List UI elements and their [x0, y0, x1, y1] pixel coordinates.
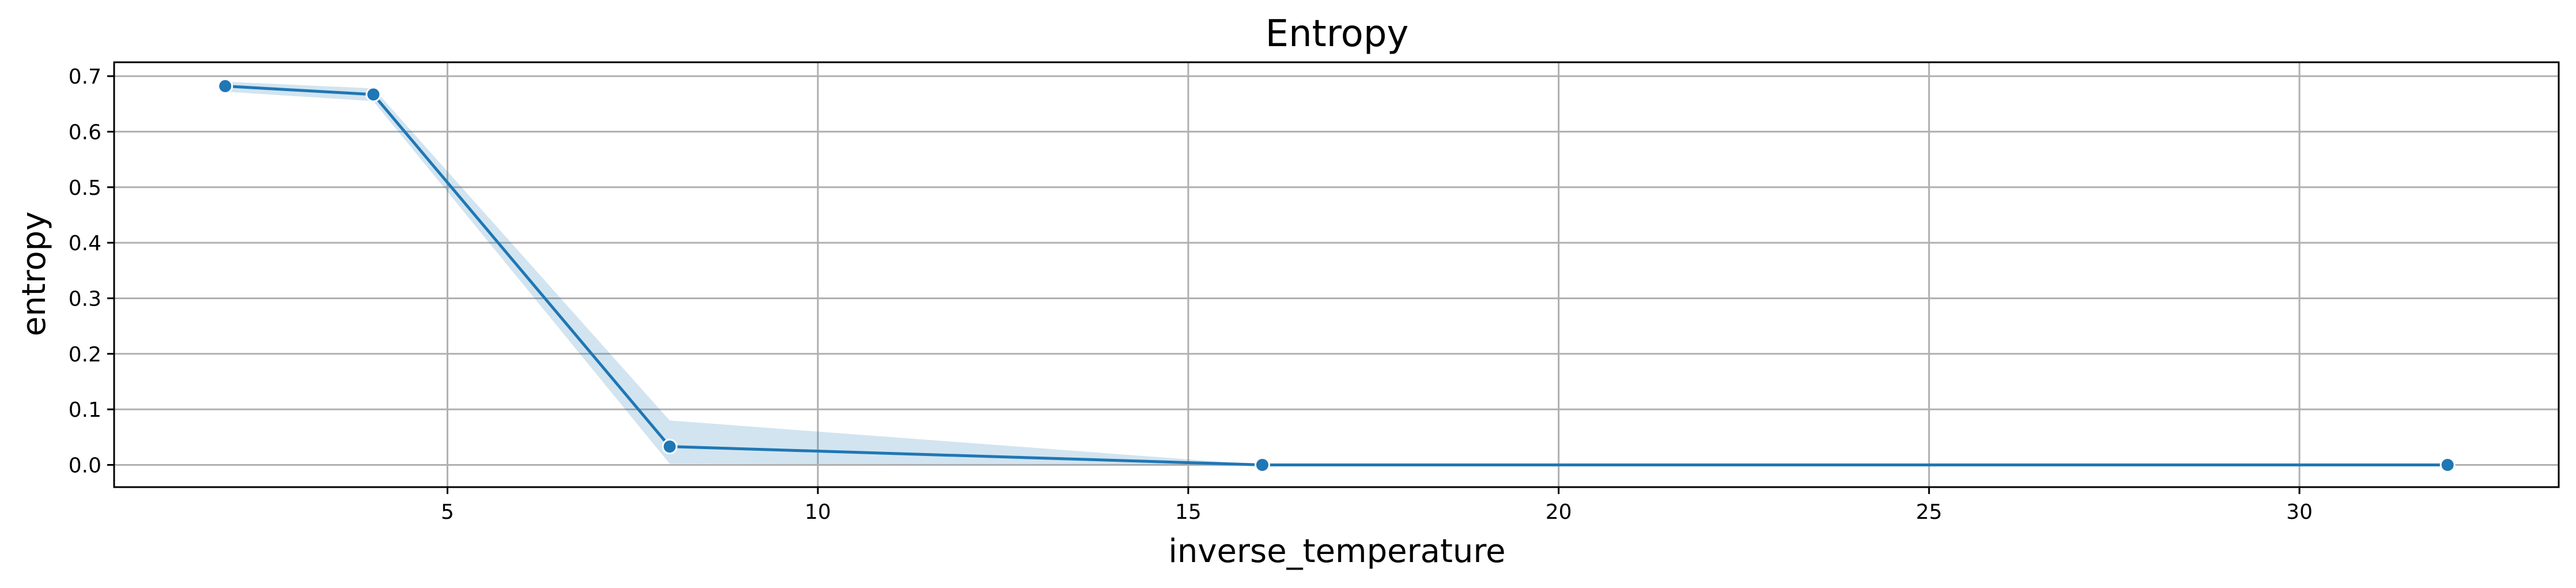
y-tick-label: 0.2	[69, 343, 101, 367]
x-tick-label: 30	[2286, 500, 2313, 524]
y-tick-label: 0.4	[69, 232, 101, 255]
y-tick-label: 0.3	[69, 287, 101, 311]
y-tick-label: 0.6	[69, 120, 101, 144]
data-point	[217, 78, 233, 94]
y-tick-labels: 0.0 0.1 0.2 0.3 0.4 0.5 0.6 0.7	[69, 65, 114, 477]
grid-lines	[114, 62, 2559, 487]
y-tick-label: 0.7	[69, 65, 101, 89]
y-tick-label: 0.0	[69, 454, 101, 477]
plot-frame	[113, 61, 2560, 488]
x-tick-label: 25	[1916, 500, 1942, 524]
y-axis-label: entropy	[16, 212, 53, 337]
data-point	[365, 86, 382, 103]
x-axis-label: inverse_temperature	[1168, 533, 1505, 570]
chart-title: Entropy	[1266, 13, 1409, 55]
x-tick-label: 10	[804, 500, 831, 524]
x-tick-label: 20	[1546, 500, 1572, 524]
x-tick-labels: 5 10 15 20 25 30	[441, 487, 2313, 524]
data-points	[217, 78, 2456, 473]
data-point	[1254, 457, 1270, 473]
x-tick-label: 5	[441, 500, 454, 524]
y-tick-label: 0.5	[69, 176, 101, 200]
x-tick-label: 15	[1175, 500, 1202, 524]
data-point	[2439, 457, 2456, 473]
data-point	[662, 439, 678, 455]
y-tick-label: 0.1	[69, 398, 101, 422]
